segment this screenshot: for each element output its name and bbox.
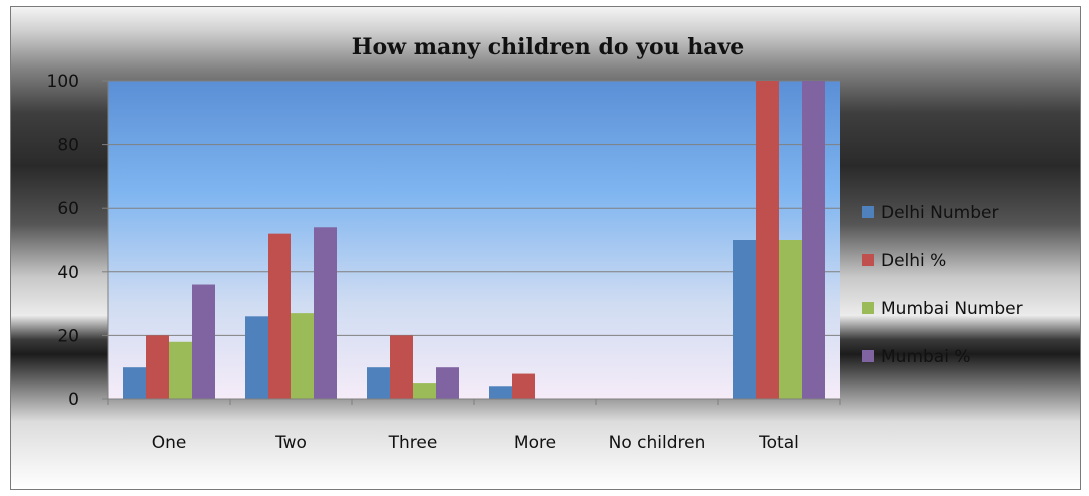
bar-mumbai-number xyxy=(169,341,192,399)
x-tick-label: Three xyxy=(388,433,438,453)
bar-mumbai-number xyxy=(291,313,314,399)
x-tick-label: More xyxy=(514,433,556,453)
bar-mumbai xyxy=(436,367,459,399)
bar-mumbai xyxy=(314,227,337,399)
legend-label: Delhi % xyxy=(881,251,946,271)
y-tick-label: 100 xyxy=(47,72,79,92)
legend-swatch xyxy=(862,302,874,314)
y-tick-label: 60 xyxy=(57,199,79,219)
bar-delhi xyxy=(756,81,779,399)
plot-area xyxy=(108,81,840,399)
bar-delhi-number xyxy=(733,240,756,399)
chart-title: How many children do you have xyxy=(352,34,745,60)
gridlines xyxy=(108,80,840,336)
bar-delhi-number xyxy=(245,316,268,399)
legend-label: Mumbai % xyxy=(881,347,971,367)
legend-item: Mumbai Number xyxy=(862,299,1023,319)
legend-swatch xyxy=(862,206,874,218)
legend-swatch xyxy=(862,350,874,362)
legend-swatch xyxy=(862,254,874,266)
bar-delhi-number xyxy=(489,386,512,399)
y-tick-label: 0 xyxy=(68,390,79,410)
x-tick-label: No children xyxy=(609,433,706,453)
bar-mumbai xyxy=(192,284,215,399)
legend-label: Mumbai Number xyxy=(881,299,1023,319)
legend: Delhi Number Delhi % Mumbai Number Mumbai % xyxy=(862,203,1023,367)
bar-mumbai xyxy=(802,81,825,399)
legend-item: Mumbai % xyxy=(862,347,971,367)
bars xyxy=(123,81,825,399)
legend-item: Delhi Number xyxy=(862,203,998,223)
x-tick-label: Total xyxy=(758,433,799,453)
bar-delhi xyxy=(146,335,169,399)
legend-label: Delhi Number xyxy=(881,203,998,223)
y-tick-label: 20 xyxy=(57,326,79,346)
bar-delhi-number xyxy=(367,367,390,399)
x-tick-label: Two xyxy=(274,433,307,453)
bar-delhi xyxy=(512,373,535,399)
bar-delhi-number xyxy=(123,367,146,399)
bar-delhi xyxy=(390,335,413,399)
x-tick-label: One xyxy=(152,433,187,453)
y-tick-label: 80 xyxy=(57,136,79,156)
bar-delhi xyxy=(268,233,291,399)
bar-mumbai-number xyxy=(779,240,802,399)
legend-item: Delhi % xyxy=(862,251,946,271)
tick-labels: 0 20 40 60 80 100 One Two Three More No children To… xyxy=(47,72,799,453)
bar-mumbai-number xyxy=(413,383,436,399)
axes xyxy=(102,80,841,405)
y-tick-label: 40 xyxy=(57,263,79,283)
